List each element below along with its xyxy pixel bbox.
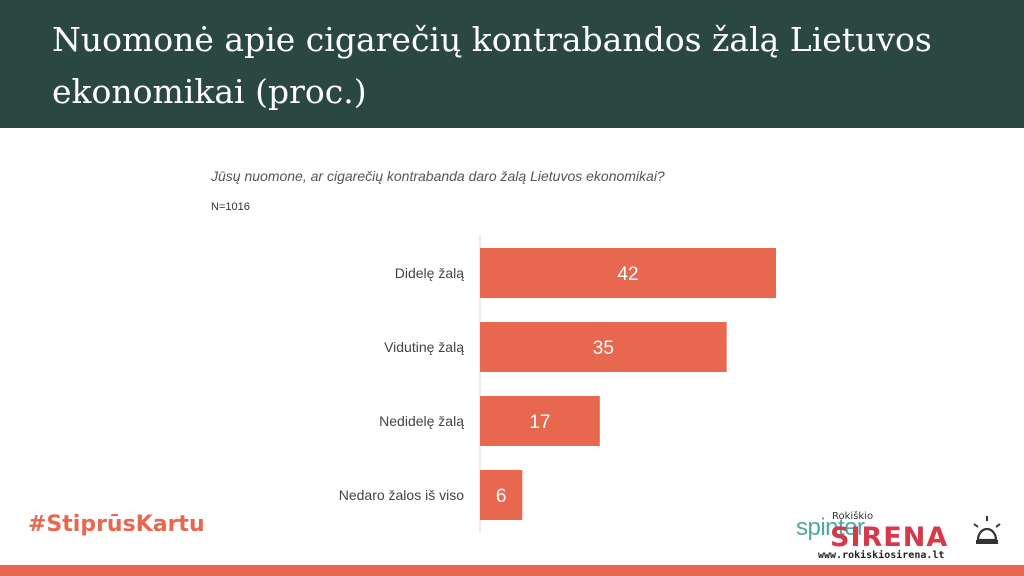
survey-question: Jūsų nuomone, ar cigarečių kontrabanda d… (211, 168, 665, 184)
bar-value-label: 17 (529, 412, 550, 433)
bar (480, 322, 727, 372)
bar (480, 248, 776, 298)
category-label: Vidutinę žalą (384, 339, 464, 355)
logo-spinter: spinter (796, 514, 865, 541)
logo-brand: SIRENA (830, 522, 949, 553)
bar-value-label: 35 (593, 338, 614, 359)
bar (480, 470, 523, 520)
bar-value-label: 42 (617, 264, 638, 285)
sample-size: N=1016 (211, 201, 250, 213)
page-title: Nuomonė apie cigarečių kontrabandos žalą… (52, 20, 932, 111)
category-label: Didelę žalą (395, 265, 464, 281)
bar (480, 396, 600, 446)
header-banner: Nuomonė apie cigarečių kontrabandos žalą… (0, 0, 1024, 128)
siren-icon (973, 516, 1001, 544)
bar-value-label: 6 (496, 486, 507, 507)
logo-town: Rokiškio (832, 511, 874, 522)
category-label: Nedaro žalos iš viso (339, 487, 464, 503)
hashtag-label: #StiprūsKartu (28, 512, 205, 537)
logo: spinter SIRENA Rokiškio www.rokiskiosire… (796, 511, 1006, 568)
logo-url: www.rokiskiosirena.lt (818, 550, 945, 561)
category-label: Nedidelę žalą (379, 413, 464, 429)
bottom-stripe (0, 565, 1024, 576)
